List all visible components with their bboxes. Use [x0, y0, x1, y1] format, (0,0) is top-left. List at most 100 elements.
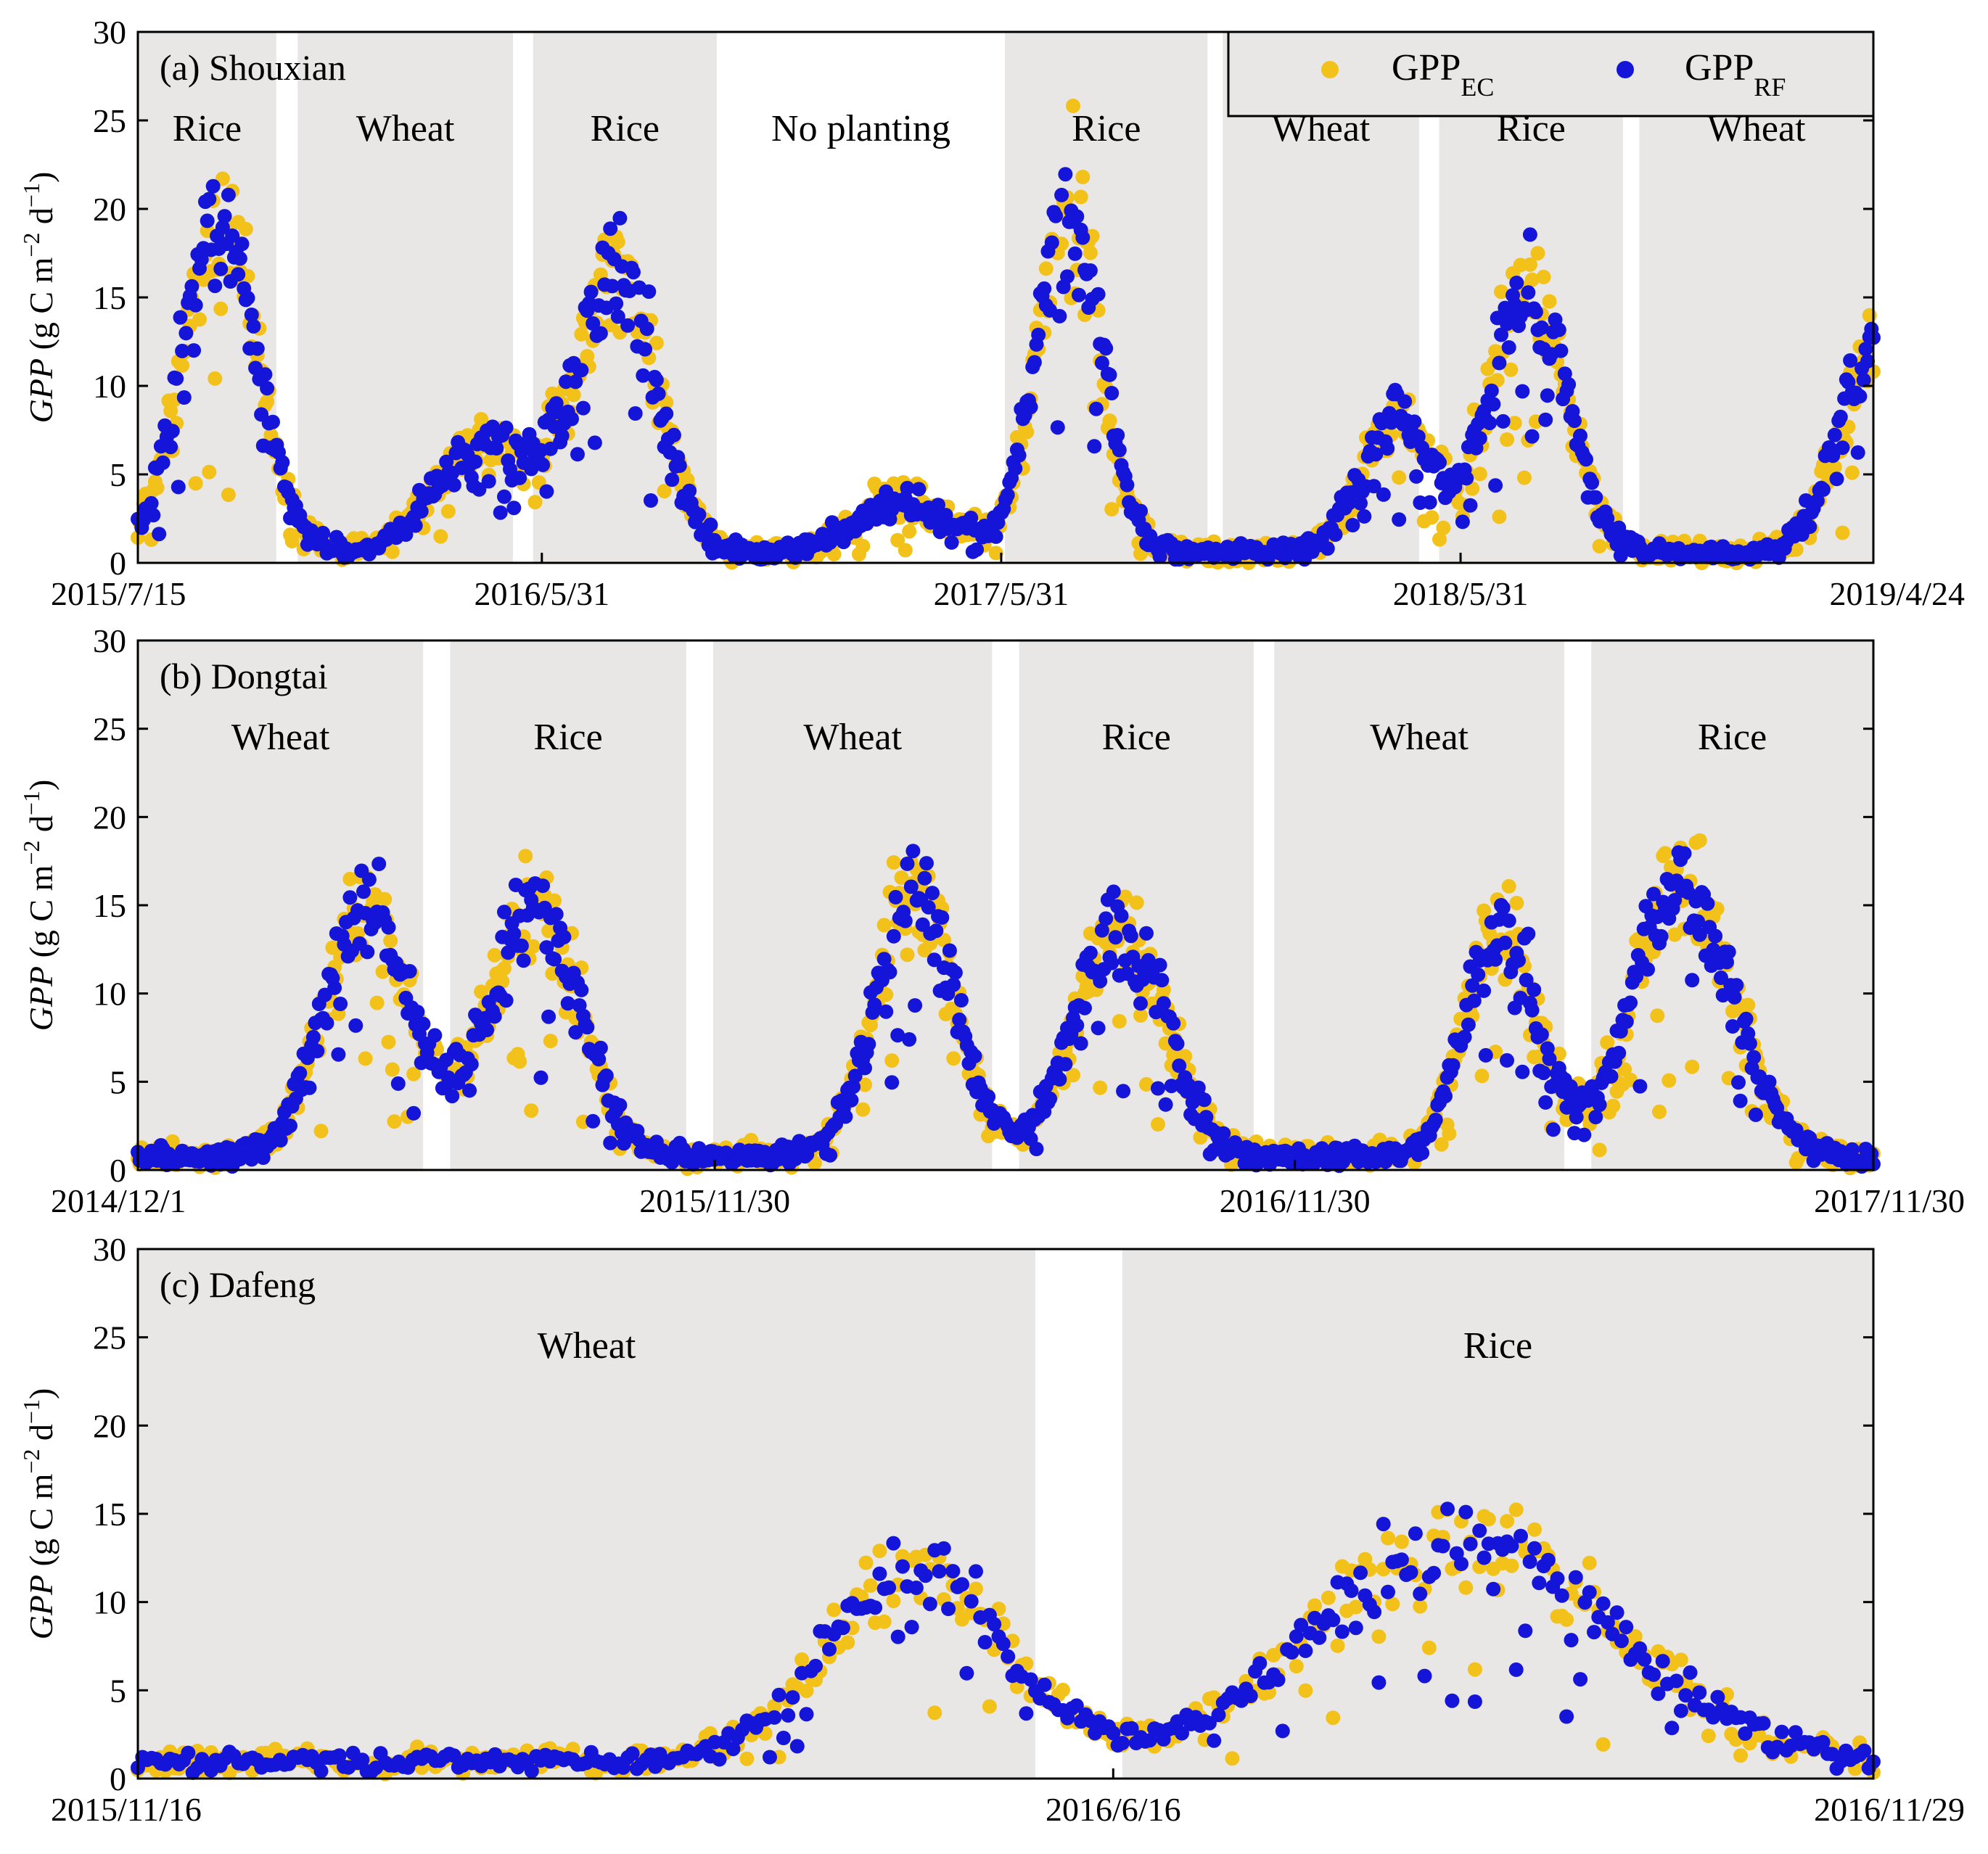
- gpp-ec-point: [902, 524, 917, 539]
- gpp-rf-point: [275, 455, 290, 470]
- gpp-rf-point: [292, 1066, 308, 1081]
- gpp-rf-point: [512, 470, 527, 485]
- gpp-rf-point: [1326, 1612, 1341, 1628]
- gpp-rf-point: [1166, 1015, 1181, 1031]
- gpp-rf-point: [712, 1752, 727, 1767]
- gpp-ec-point: [1421, 1640, 1437, 1655]
- x-tick-label: 2015/7/15: [51, 575, 186, 612]
- gpp-rf-point: [1708, 928, 1723, 944]
- gpp-ec-point: [799, 1684, 814, 1698]
- gpp-rf-point: [1069, 1018, 1085, 1033]
- gpp-rf-point: [941, 1602, 956, 1616]
- gpp-rf-point: [890, 1629, 905, 1644]
- gpp-rf-point: [1175, 1726, 1189, 1741]
- gpp-ec-point: [1500, 1514, 1515, 1529]
- gpp-rf-point: [202, 191, 217, 207]
- season-band: [450, 640, 686, 1170]
- gpp-rf-point: [1465, 978, 1480, 993]
- gpp-rf-point: [969, 1564, 983, 1579]
- gpp-rf-point: [946, 977, 961, 992]
- gpp-rf-point: [1500, 1052, 1514, 1068]
- gpp-rf-point: [861, 1037, 876, 1052]
- gpp-ec-point: [1093, 1080, 1108, 1095]
- gpp-ec-point: [1133, 1008, 1148, 1023]
- gpp-rf-point: [1486, 1581, 1501, 1596]
- gpp-rf-point: [1521, 926, 1536, 942]
- gpp-rf-point: [1114, 908, 1129, 923]
- gpp-ec-point: [1788, 542, 1804, 557]
- season-label: Wheat: [803, 717, 902, 758]
- gpp-ec-point: [1225, 1751, 1240, 1766]
- gpp-rf-point: [620, 318, 636, 333]
- gpp-rf-point: [1519, 973, 1534, 987]
- gpp-rf-point: [225, 228, 240, 243]
- gpp-ec-point: [884, 1053, 900, 1068]
- gpp-rf-point: [895, 1559, 910, 1574]
- gpp-rf-point: [1540, 1552, 1556, 1567]
- gpp-rf-point: [1731, 1075, 1746, 1090]
- gpp-rf-point: [1098, 911, 1114, 926]
- y-tick-label: 20: [93, 191, 126, 228]
- gpp-rf-point: [977, 1635, 993, 1649]
- gpp-rf-point: [691, 507, 707, 522]
- gpp-ec-point: [358, 1051, 373, 1066]
- gpp-rf-point: [464, 1057, 479, 1072]
- y-tick-label: 5: [110, 1063, 126, 1100]
- gpp-ec-point: [767, 1699, 782, 1713]
- gpp-rf-point: [1289, 1629, 1304, 1644]
- y-tick-label: 15: [93, 887, 126, 924]
- gpp-rf-point: [890, 1028, 905, 1043]
- gpp-rf-point: [1357, 508, 1372, 524]
- panel-shouxian: 0 5 10 15 20 25 30 2015/7/15 2016/5/31 2017/5/31 2…: [18, 14, 1965, 612]
- y-tick-label: 0: [110, 1152, 126, 1189]
- gpp-ec-point: [1835, 525, 1850, 540]
- gpp-rf-point: [1692, 1685, 1707, 1700]
- gpp-rf-point: [1050, 420, 1065, 435]
- gpp-rf-point: [1344, 1583, 1359, 1598]
- gpp-rf-point: [612, 1097, 628, 1113]
- gpp-ec-point: [213, 301, 229, 316]
- y-tick-label: 20: [93, 1407, 126, 1444]
- gpp-rf-point: [1348, 1620, 1363, 1636]
- gpp-rf-point: [929, 923, 944, 939]
- gpp-rf-point: [155, 455, 171, 470]
- gpp-ec-point: [406, 1066, 422, 1082]
- gpp-rf-point: [1802, 519, 1817, 535]
- gpp-ec-point: [1102, 413, 1117, 428]
- gpp-rf-point: [1408, 1526, 1423, 1541]
- gpp-rf-point: [535, 457, 551, 472]
- gpp-ec-point: [1827, 460, 1842, 474]
- gpp-rf-point: [1466, 993, 1482, 1008]
- gpp-rf-point: [184, 279, 200, 294]
- gpp-rf-point: [1646, 886, 1661, 902]
- panel-label: (b) Dongtai: [160, 656, 328, 696]
- y-tick-label: 30: [93, 14, 126, 51]
- gpp-rf-point: [1371, 1675, 1387, 1690]
- gpp-rf-point: [1037, 1677, 1052, 1692]
- gpp-rf-point: [1320, 541, 1335, 556]
- gpp-rf-point: [1673, 1703, 1688, 1718]
- gpp-rf-point: [1108, 930, 1123, 945]
- gpp-ec-point: [1685, 1059, 1700, 1074]
- gpp-rf-point: [908, 1581, 924, 1595]
- gpp-rf-point: [1106, 1726, 1121, 1741]
- gpp-rf-point: [1829, 471, 1844, 487]
- gpp-rf-point: [882, 1580, 897, 1595]
- gpp-rf-point: [331, 1047, 346, 1062]
- gpp-rf-point: [1023, 1672, 1038, 1687]
- legend-rf-marker: [1617, 61, 1634, 78]
- gpp-rf-point: [1123, 928, 1138, 944]
- gpp-rf-point: [493, 505, 508, 520]
- gpp-rf-point: [535, 878, 551, 894]
- gpp-rf-point: [638, 342, 652, 357]
- gpp-rf-point: [1052, 308, 1067, 324]
- gpp-rf-point: [1435, 1538, 1450, 1554]
- season-band: [138, 1249, 1036, 1779]
- x-tick-label: 2018/5/31: [1393, 575, 1529, 612]
- gpp-rf-point: [682, 483, 697, 498]
- gpp-ec-point: [1289, 1659, 1304, 1674]
- gpp-ec-point: [890, 532, 905, 548]
- gpp-rf-point: [1536, 1066, 1551, 1081]
- x-tick-label: 2015/11/30: [639, 1182, 790, 1219]
- gpp-rf-point: [1410, 429, 1426, 444]
